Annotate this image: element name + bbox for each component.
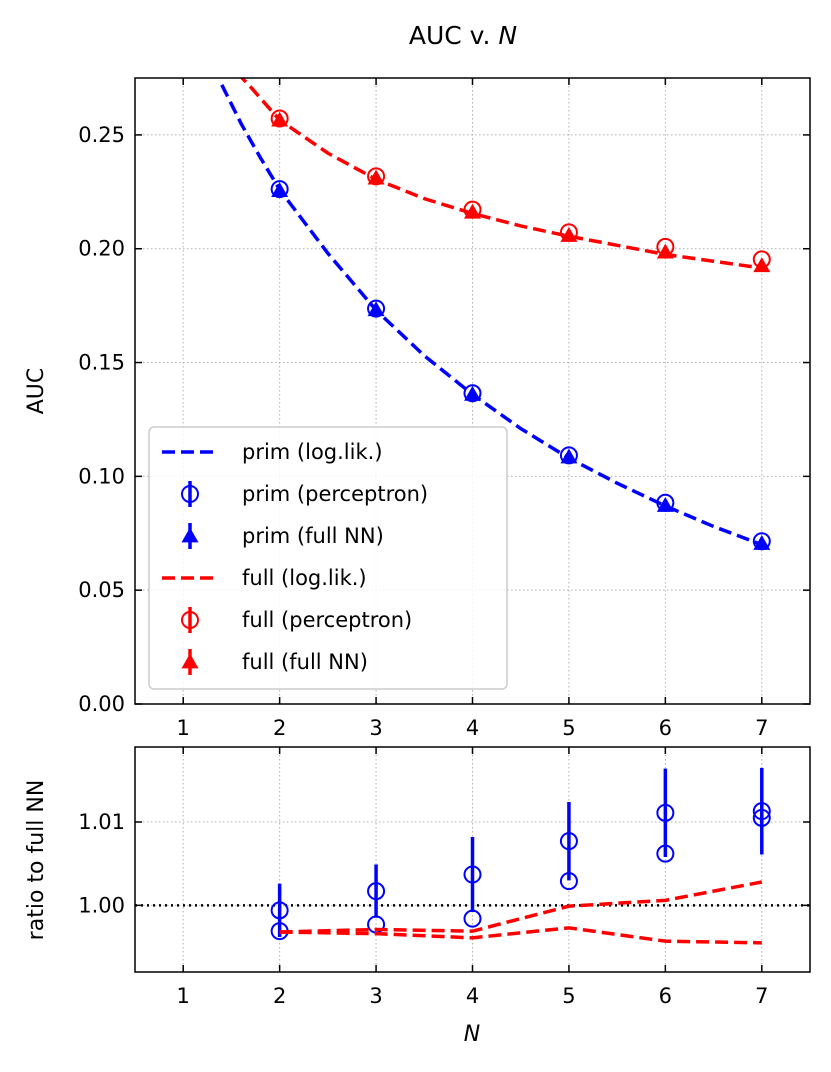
top-prim-full-nn-point [656, 497, 674, 512]
top-ytick-label: 0.05 [78, 578, 125, 602]
legend-prim-full-nn-marker [181, 527, 199, 543]
legend-prim-perceptron-label: prim (perceptron) [242, 482, 428, 506]
top-prim-full-nn-point [753, 535, 771, 550]
bottom-xtick-label: 5 [562, 984, 575, 1008]
top-series-group [220, 78, 771, 551]
bottom-ytick-label: 1.01 [78, 810, 125, 834]
top-prim-full-nn-point [464, 385, 481, 401]
bottom-panel: 1 2 3 4 5 6 7 1.00 1.01 ratio to full NN N [24, 746, 811, 1047]
bottom-xtick-label: 1 [177, 984, 190, 1008]
top-ytick-label: 0.20 [78, 237, 125, 261]
top-panel: 1 2 3 4 5 6 7 0.00 0.05 0.10 0.15 0.20 0.25 AUC [24, 77, 811, 740]
top-ytick-label: 0.00 [78, 692, 125, 716]
top-xtick-label: 2 [273, 716, 286, 740]
top-xtick-label: 3 [369, 716, 382, 740]
top-xtick-label: 5 [562, 716, 575, 740]
top-ytick-label: 0.25 [78, 123, 125, 147]
bottom-xtick-label: 7 [755, 984, 768, 1008]
legend-prim-log-lik-label: prim (log.lik.) [242, 440, 383, 464]
legend: prim (log.lik.) prim (perceptron) prim (fu… [148, 426, 508, 690]
top-prim-full-nn-point [560, 448, 578, 464]
bottom-prim-log-lik-ratio-line [279, 880, 763, 934]
legend-full-perceptron-marker [181, 611, 199, 629]
bottom-prim-log-lik-prim-full-nn-2-point [752, 808, 771, 827]
top-full-full-nn-point [367, 169, 385, 185]
bottom-ytick-label: 1.00 [78, 893, 125, 917]
bottom-xtick-label: 3 [369, 984, 382, 1008]
top-ytick-label: 0.15 [78, 351, 125, 375]
bottom-xtick-label: 6 [659, 984, 672, 1008]
top-prim-perceptron-point [367, 299, 386, 318]
bottom-prim-perceptron-prim-full-nn-point [367, 882, 386, 901]
bottom-prim-perceptron-prim-full-nn-point [270, 901, 289, 920]
bottom-full-log-lik-ratio-line [279, 926, 762, 945]
bottom-prim-log-lik-prim-full-nn-point [559, 872, 578, 891]
bottom-prim-perceptron-prim-full-nn-point [463, 865, 482, 884]
bottom-prim-perceptron-prim-full-nn-point [559, 832, 578, 851]
legend-prim-full-nn-label: prim (full NN) [242, 524, 384, 548]
bottom-prim-log-lik-prim-full-nn-point [656, 844, 675, 863]
legend-full-perceptron-label: full (perceptron) [242, 608, 412, 632]
bottom-xtick-label: 2 [273, 984, 286, 1008]
top-prim-full-nn-point [271, 182, 289, 198]
bottom-prim-perceptron-prim-full-nn-point [752, 802, 771, 821]
top-full-full-nn-point [560, 227, 578, 242]
bottom-plot-area [135, 767, 810, 945]
top-prim-full-nn-point [367, 301, 385, 317]
top-full-full-nn-point [271, 111, 289, 127]
top-full-full-nn-point [753, 257, 771, 273]
bottom-xlabel: N [464, 1022, 480, 1047]
legend-full-full-nn-label: full (full NN) [242, 650, 368, 674]
chart-title: AUC v. N [409, 21, 518, 50]
top-full-full-nn-point [656, 243, 674, 259]
top-xtick-label: 6 [659, 716, 672, 740]
top-xtick-label: 7 [755, 716, 768, 740]
top-ytick-label: 0.10 [78, 464, 125, 488]
top-full-perceptron-point [270, 109, 289, 128]
bottom-prim-perceptron-prim-full-nn-point [656, 803, 675, 822]
top-xtick-label: 1 [177, 716, 190, 740]
top-ticks: 1 2 3 4 5 6 7 0.00 0.05 0.10 0.15 0.20 0.25 [78, 78, 810, 740]
legend-full-log-lik-label: full (log.lik.) [242, 566, 367, 590]
legend-prim-perceptron-marker [181, 485, 199, 503]
top-prim-perceptron-point [559, 446, 578, 465]
legend-box [148, 426, 508, 690]
top-plot-area [220, 78, 771, 551]
bottom-xtick-label: 4 [466, 984, 479, 1008]
top-prim-perceptron-point [463, 384, 482, 403]
top-xtick-label: 4 [466, 716, 479, 740]
bottom-ticks: 1 2 3 4 5 6 7 1.00 1.01 [78, 747, 810, 1008]
bottom-ylabel: ratio to full NN [24, 780, 49, 941]
top-full-log-lik-line [239, 78, 763, 270]
top-ylabel: AUC [24, 368, 49, 415]
bottom-series-group [135, 767, 810, 945]
legend-full-full-nn-marker [181, 653, 199, 669]
top-prim-perceptron-point [270, 180, 289, 199]
bottom-prim-log-lik-prim-full-nn-point [463, 909, 482, 928]
top-full-full-nn-point [464, 203, 481, 219]
